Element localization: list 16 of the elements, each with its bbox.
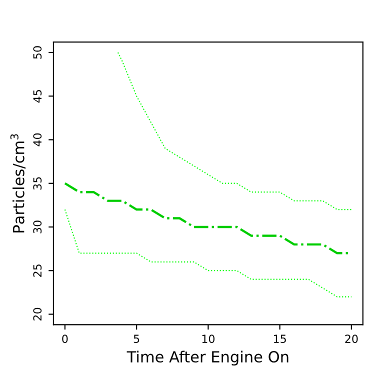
x-tick-label: 0 bbox=[62, 334, 68, 344]
y-tick-label: 45 bbox=[33, 90, 42, 103]
y-tick-label: 50 bbox=[33, 46, 42, 59]
line-series bbox=[117, 52, 352, 210]
y-tick-label: 20 bbox=[33, 308, 42, 320]
x-tick-label: 5 bbox=[134, 334, 140, 344]
y-tick-label: 30 bbox=[33, 220, 42, 234]
y-tick-label: 35 bbox=[33, 177, 42, 190]
y-tick-label: 40 bbox=[33, 133, 42, 146]
x-axis-title: Time After Engine On bbox=[126, 350, 288, 366]
x-tick-label: 10 bbox=[202, 334, 215, 344]
x-tick-label: 15 bbox=[274, 334, 286, 344]
x-tick-label: 20 bbox=[345, 334, 358, 344]
y-tick-label: 25 bbox=[33, 264, 42, 277]
y-axis-title: Particles/cm$^{3}$ bbox=[10, 134, 26, 232]
line-series bbox=[64, 208, 352, 298]
